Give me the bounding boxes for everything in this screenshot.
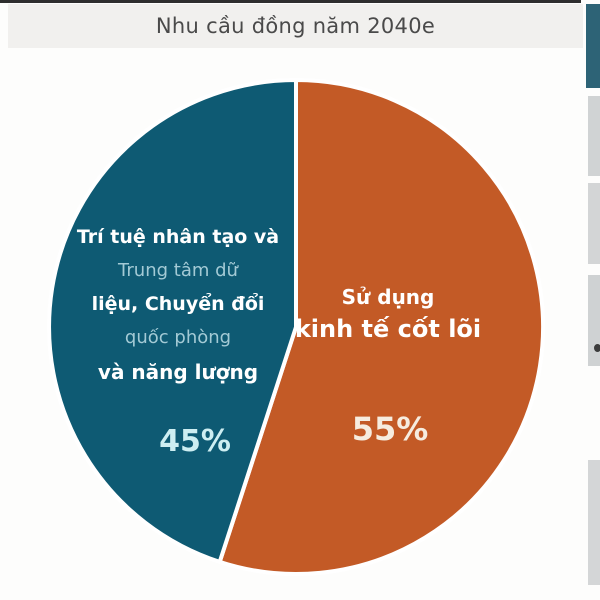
chart-title-bar: Nhu cầu đồng năm 2040e bbox=[8, 4, 583, 48]
pie-slice-ai-datacenters bbox=[47, 78, 298, 564]
pie-slice-core-economy bbox=[217, 78, 546, 576]
adjacent-content-fragment-teal bbox=[586, 4, 600, 88]
window-top-border bbox=[0, 0, 581, 3]
chart-title: Nhu cầu đồng năm 2040e bbox=[155, 14, 436, 38]
adjacent-content-fragment-1 bbox=[588, 96, 600, 176]
adjacent-content-fragment-4 bbox=[588, 460, 600, 585]
adjacent-content-dot bbox=[594, 344, 600, 352]
adjacent-content-fragment-2 bbox=[588, 183, 600, 264]
adjacent-content-fragment-3 bbox=[588, 275, 600, 366]
